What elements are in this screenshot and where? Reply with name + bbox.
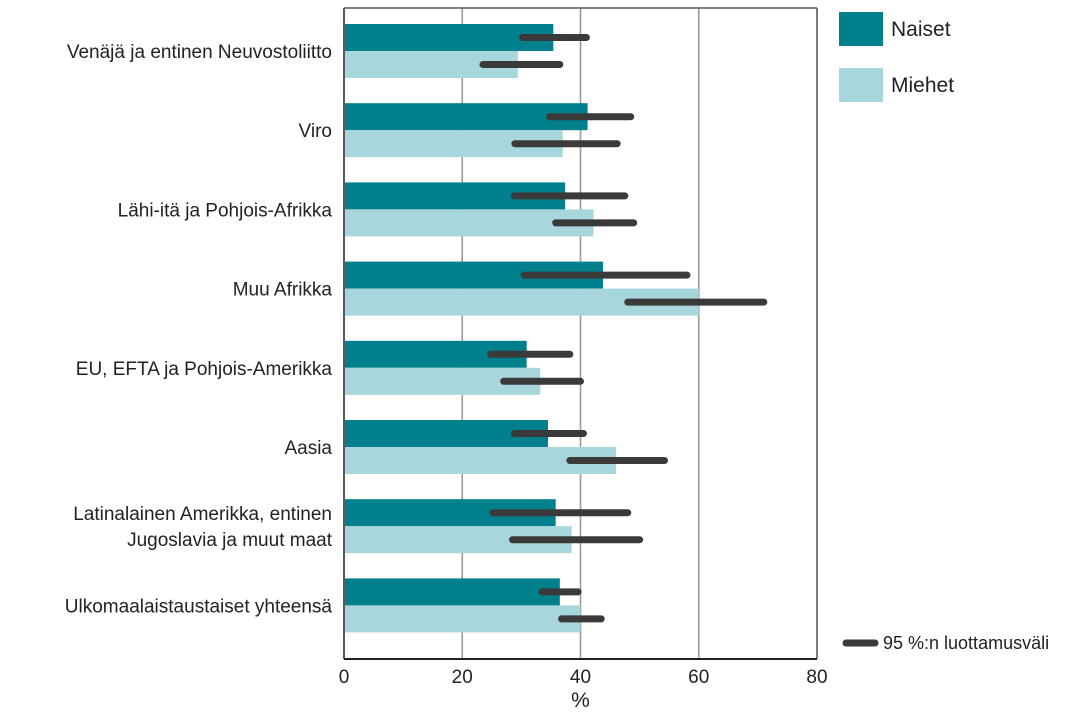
- category-label: Ulkomaalaistaustaiset yhteensä: [65, 596, 333, 617]
- x-tick-label: 0: [339, 667, 350, 688]
- x-tick-label: 80: [806, 667, 827, 688]
- legend-swatch-miehet: [839, 68, 883, 102]
- category-label: Aasia: [284, 438, 332, 459]
- category-label: Viro: [299, 121, 332, 142]
- category-label: Latinalainen Amerikka, entinen: [73, 504, 332, 525]
- legend-ci-label: 95 %:n luottamusväli: [883, 633, 1049, 653]
- category-label: Lähi-itä ja Pohjois-Afrikka: [118, 200, 333, 221]
- x-axis-label: %: [571, 689, 590, 712]
- bar-miehet-2: [344, 209, 594, 237]
- bar-naiset-0: [344, 24, 554, 51]
- bar-miehet-7: [344, 605, 581, 633]
- legend-label-naiset: Naiset: [891, 18, 951, 41]
- category-label: Venäjä ja entinen Neuvostoliitto: [67, 42, 332, 63]
- category-label: Muu Afrikka: [233, 280, 333, 301]
- x-tick-label: 40: [570, 667, 591, 688]
- category-label: Jugoslavia ja muut maat: [127, 530, 333, 551]
- x-tick-label: 20: [452, 667, 473, 688]
- x-tick-label: 60: [688, 667, 709, 688]
- bar-naiset-7: [344, 578, 560, 606]
- legend-swatch-naiset: [839, 12, 883, 46]
- category-label: EU, EFTA ja Pohjois-Amerikka: [76, 359, 333, 380]
- legend-label-miehet: Miehet: [891, 74, 954, 97]
